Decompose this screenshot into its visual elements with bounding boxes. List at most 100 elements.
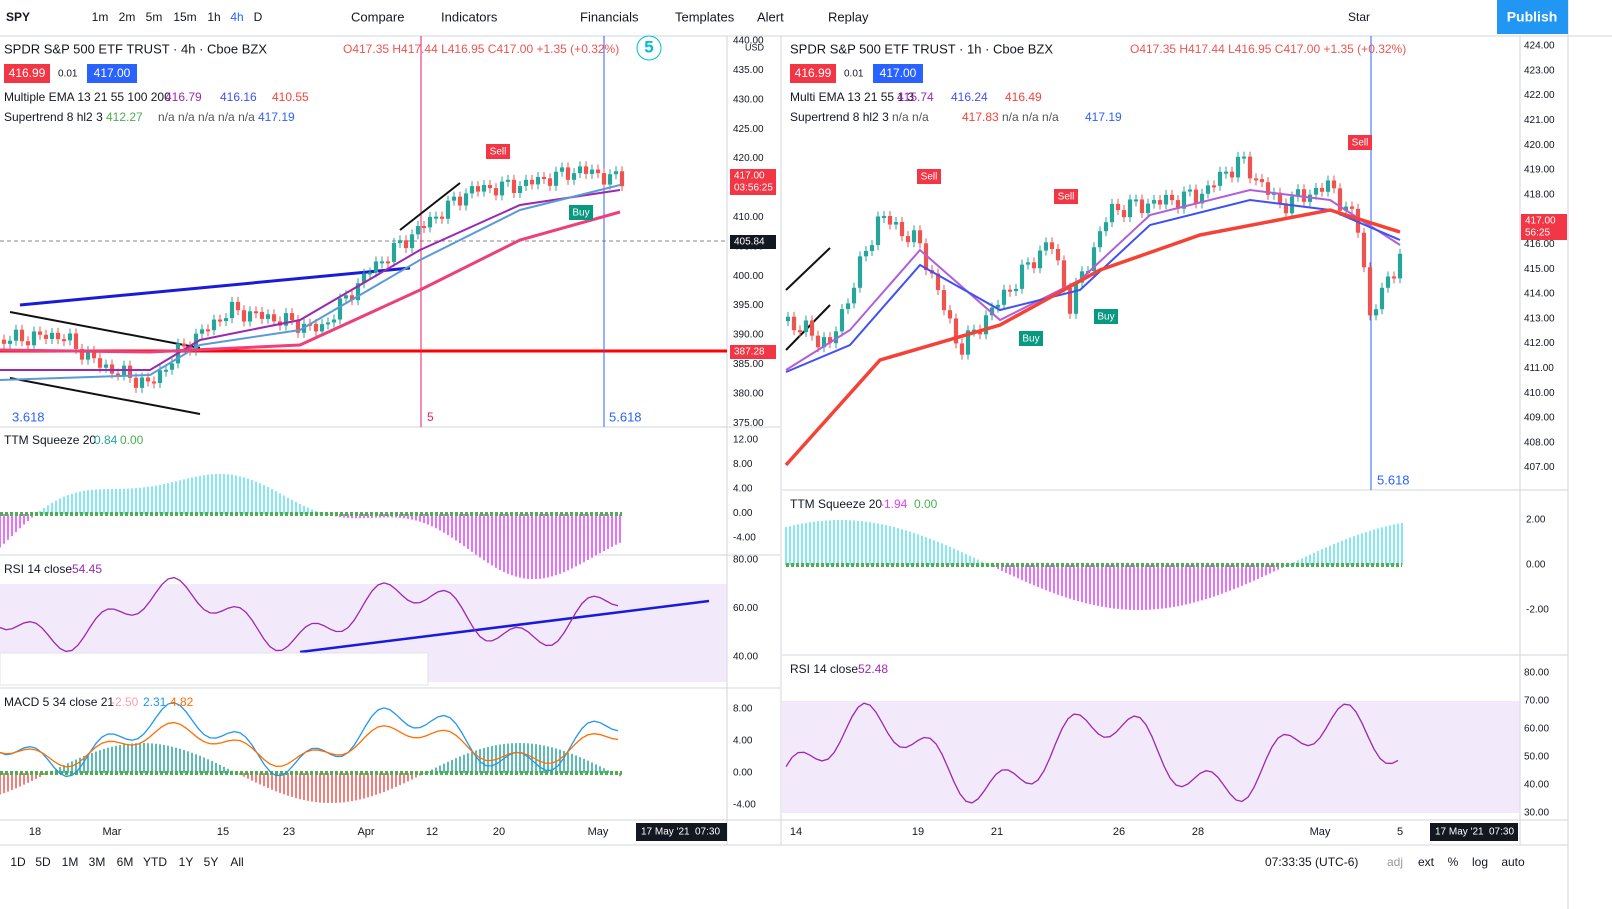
scale-option[interactable]: auto [1501, 855, 1525, 869]
candle-body [1103, 222, 1109, 232]
candle-body [607, 174, 613, 185]
scale-option[interactable]: log [1472, 855, 1488, 869]
supertrend-label: Supertrend 8 hl2 3 [4, 110, 103, 124]
pane-value: 0.00 [914, 497, 938, 511]
candle-body [1, 339, 7, 344]
candle-body [31, 331, 37, 346]
supertrend-value: n/a n/a [892, 110, 929, 124]
scale-option[interactable]: % [1448, 855, 1459, 869]
range-button[interactable]: All [230, 855, 243, 869]
drawing-toolbar[interactable] [0, 652, 429, 686]
range-button[interactable]: 5Y [204, 855, 219, 869]
fib-label: 5.618 [1377, 472, 1410, 487]
candle-body [803, 320, 809, 333]
candle-body [1223, 171, 1229, 174]
candle-body [595, 169, 601, 174]
star-button[interactable]: Star [1348, 10, 1370, 24]
axis-tick: 0.00 [733, 508, 753, 519]
range-button[interactable]: 1M [62, 855, 79, 869]
candle-body [1199, 193, 1205, 204]
toolbar-button[interactable]: Indicators [441, 9, 498, 24]
interval[interactable]: 15m [173, 10, 196, 24]
candle-body [869, 245, 875, 252]
candle-body [187, 346, 193, 351]
interval[interactable]: 1m [92, 10, 109, 24]
price-label: 417.00 [734, 171, 765, 182]
candle-body [833, 331, 839, 344]
axis-tick: 375.00 [733, 418, 764, 429]
toolbar-button[interactable]: Templates [675, 9, 735, 24]
candle-body [319, 324, 325, 332]
time-tick: 21 [991, 826, 1003, 838]
candle-body [839, 309, 845, 332]
toolbar-button[interactable]: Replay [828, 9, 869, 24]
publish-label[interactable]: Publish [1507, 9, 1558, 25]
candle-body [589, 169, 595, 174]
candle-body [103, 364, 109, 368]
range-button[interactable]: 3M [89, 855, 106, 869]
candle-body [565, 167, 571, 180]
ema-value: 416.24 [951, 90, 988, 104]
candle-body [1181, 191, 1187, 209]
axis-tick: 409.00 [1524, 413, 1555, 424]
candle-body [1043, 242, 1049, 251]
toolbar-button[interactable]: Compare [351, 9, 404, 24]
candle-body [73, 333, 79, 349]
candle-body [1001, 289, 1007, 305]
label-box [730, 181, 776, 195]
supertrend-value: n/a n/a n/a [1002, 110, 1059, 124]
candle-body [169, 363, 175, 370]
range-button[interactable]: 1Y [179, 855, 194, 869]
ema-value: 416.49 [1005, 90, 1042, 104]
interval[interactable]: 4h [230, 10, 243, 24]
candle-body [61, 339, 67, 342]
pane-value: -1.94 [880, 497, 908, 511]
candle-body [1127, 199, 1133, 218]
candle-body [37, 331, 43, 335]
axis-tick: 411.00 [1524, 363, 1554, 374]
candle-body [785, 316, 791, 322]
time-tick: 12 [426, 826, 438, 838]
label-box [730, 345, 776, 359]
candle-body [1175, 200, 1181, 209]
range-button[interactable]: 6M [117, 855, 134, 869]
interval[interactable]: 1h [207, 10, 220, 24]
candle-body [385, 261, 391, 264]
interval[interactable]: 5m [146, 10, 163, 24]
axis-tick: 407.00 [1524, 462, 1555, 473]
axis-tick: 0.00 [1526, 560, 1546, 571]
candle-body [1283, 203, 1289, 214]
candle-body [1145, 203, 1151, 213]
candle-body [445, 200, 451, 219]
axis-tick: 8.00 [733, 704, 753, 715]
interval[interactable]: D [254, 10, 263, 24]
candle-body [1187, 189, 1193, 192]
pane-value: 54.45 [72, 562, 102, 576]
indicator-line [0, 189, 621, 371]
toolbar-button[interactable]: Alert [757, 9, 784, 24]
ohlc: O417.35 H417.44 L416.95 C417.00 +1.35 (+… [1130, 42, 1406, 56]
range-button[interactable]: 5D [35, 855, 51, 869]
date-label: 17 May '21 [641, 827, 690, 838]
candle-body [361, 273, 367, 284]
candle-body [1019, 264, 1025, 289]
scale-option[interactable]: ext [1418, 855, 1435, 869]
price-label: 417.00 [1525, 216, 1556, 227]
candle-body [1241, 156, 1247, 159]
range-button[interactable]: 1D [10, 855, 26, 869]
publish-button[interactable] [1497, 0, 1568, 34]
candle-body [289, 313, 295, 321]
axis-tick: 40.00 [733, 652, 758, 663]
range-button[interactable]: YTD [143, 855, 167, 869]
axis-tick: 395.00 [733, 300, 764, 311]
label-box [1521, 214, 1567, 228]
candle-body [1205, 185, 1211, 194]
interval[interactable]: 2m [119, 10, 136, 24]
label-box [87, 64, 137, 83]
chart-title: SPDR S&P 500 ETF TRUST · 1h · Cboe BZX [790, 41, 1053, 56]
candle-body [397, 240, 403, 243]
toolbar-button[interactable]: Financials [580, 9, 639, 24]
candle-body [1301, 189, 1307, 202]
scale-option[interactable]: adj [1387, 855, 1403, 869]
fib-label: 5 [427, 410, 434, 424]
